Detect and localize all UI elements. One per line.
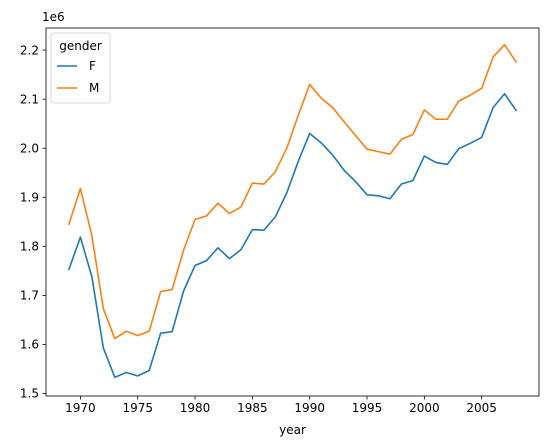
y-tick-label: 1.8 [20, 240, 39, 254]
y-tick-label: 2.0 [20, 141, 39, 155]
x-axis: 1970 1975 1980 1985 1990 1995 2000 2005 [65, 396, 497, 415]
y-tick-label: 2.1 [20, 92, 39, 106]
x-tick-label: 1980 [180, 401, 211, 415]
y-axis-offset-label: 1e6 [42, 10, 65, 24]
x-tick-label: 1995 [352, 401, 383, 415]
legend-title: gender [59, 39, 102, 53]
x-tick-label: 1975 [122, 401, 153, 415]
series-line-M [67, 43, 518, 340]
x-tick-label: 2000 [409, 401, 440, 415]
legend-box [50, 32, 111, 104]
axes-frame [45, 27, 540, 397]
y-axis: 1.5 1.6 1.7 1.8 1.9 2.0 2.1 2.2 [20, 43, 46, 401]
x-tick-label: 1970 [65, 401, 96, 415]
y-tick-label: 2.2 [20, 43, 39, 57]
y-tick-label: 1.9 [20, 190, 39, 204]
x-axis-label: year [279, 423, 306, 437]
y-tick-label: 1.5 [20, 387, 39, 401]
x-tick-label: 1985 [237, 401, 268, 415]
x-tick-label: 1990 [294, 401, 325, 415]
legend-label-F: F [89, 59, 96, 73]
y-tick-label: 1.7 [20, 289, 39, 303]
legend-label-M: M [89, 81, 99, 95]
x-tick-label: 2005 [466, 401, 497, 415]
series-line-F [67, 92, 518, 379]
legend: gender FM [50, 32, 111, 104]
y-tick-label: 1.6 [20, 338, 39, 352]
plot-area [45, 27, 540, 397]
legend-items: FM [57, 59, 99, 95]
